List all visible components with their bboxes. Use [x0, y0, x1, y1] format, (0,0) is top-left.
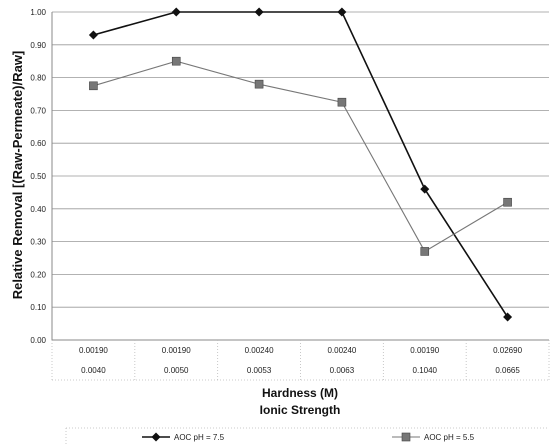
series-line: [93, 11, 509, 318]
data-point: [337, 7, 347, 17]
legend-label: AOC pH = 7.5: [174, 433, 225, 442]
x-axis-label-secondary: Ionic Strength: [260, 403, 341, 417]
x-axis-label: Hardness (M): [262, 386, 338, 400]
series-2: [89, 56, 512, 256]
series-lines: [88, 7, 513, 322]
y-tick-label: 0.50: [30, 172, 46, 181]
y-tick-label: 0.90: [30, 41, 46, 50]
data-point: [171, 56, 181, 66]
category-table: 0.00190 0.0040 0.00190 0.0050 0.00240 0.0053 0…: [51, 340, 550, 381]
legend-label: AOC pH = 5.5: [424, 433, 475, 442]
x-tick-label-ionic: 0.1040: [413, 366, 438, 375]
legend: AOC pH = 7.5 AOC pH = 5.5: [65, 427, 549, 445]
y-axis-label: Relative Removal [(Raw-Permeate)/Raw]: [10, 51, 25, 300]
series-line: [93, 60, 508, 253]
x-tick-label-hardness: 0.00190: [79, 346, 108, 355]
y-tick-label: 0.80: [30, 74, 46, 83]
data-point: [420, 247, 430, 256]
data-point: [503, 312, 513, 322]
y-tick-label: 0.60: [30, 139, 46, 148]
data-point: [254, 7, 264, 17]
y-tick-label: 0.20: [30, 270, 46, 279]
x-tick-label-hardness: 0.00190: [162, 346, 191, 355]
legend-item: AOC pH = 7.5: [142, 432, 225, 442]
y-tick-label: 1.00: [30, 8, 46, 17]
data-point: [420, 184, 430, 194]
x-tick-label-ionic: 0.0050: [164, 366, 189, 375]
y-tick-labels: 0.00 0.10 0.20 0.30 0.40 0.50 0.60 0.70 0.80 0.90…: [30, 8, 46, 345]
data-point: [254, 79, 264, 89]
data-point: [337, 97, 347, 107]
y-tick-label: 0.70: [30, 106, 46, 115]
y-tick-label: 0.00: [30, 336, 46, 345]
data-point: [171, 7, 181, 17]
series-1: [88, 7, 513, 322]
y-tick-label: 0.40: [30, 205, 46, 214]
data-point: [89, 81, 98, 91]
data-point: [88, 30, 98, 40]
x-tick-label-hardness: 0.00190: [410, 346, 439, 355]
x-tick-label-ionic: 0.0665: [495, 366, 520, 375]
x-tick-label-ionic: 0.0053: [247, 366, 272, 375]
legend-swatch-marker: [151, 432, 161, 442]
x-tick-label-ionic: 0.0040: [81, 366, 106, 375]
legend-swatch-marker: [401, 432, 411, 442]
gridlines: [51, 11, 549, 341]
x-tick-label-hardness: 0.00240: [245, 346, 274, 355]
x-tick-label-ionic: 0.0063: [330, 366, 355, 375]
y-tick-label: 0.30: [30, 238, 46, 247]
x-tick-label-hardness: 0.00240: [327, 346, 356, 355]
legend-item: AOC pH = 5.5: [392, 432, 475, 442]
y-tick-label: 0.10: [30, 303, 46, 312]
data-point: [503, 197, 512, 207]
x-tick-label-hardness: 0.02690: [493, 346, 522, 355]
